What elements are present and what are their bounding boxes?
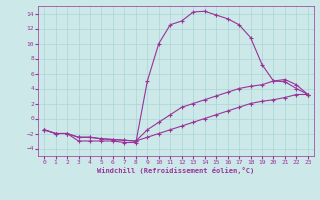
X-axis label: Windchill (Refroidissement éolien,°C): Windchill (Refroidissement éolien,°C) [97,167,255,174]
